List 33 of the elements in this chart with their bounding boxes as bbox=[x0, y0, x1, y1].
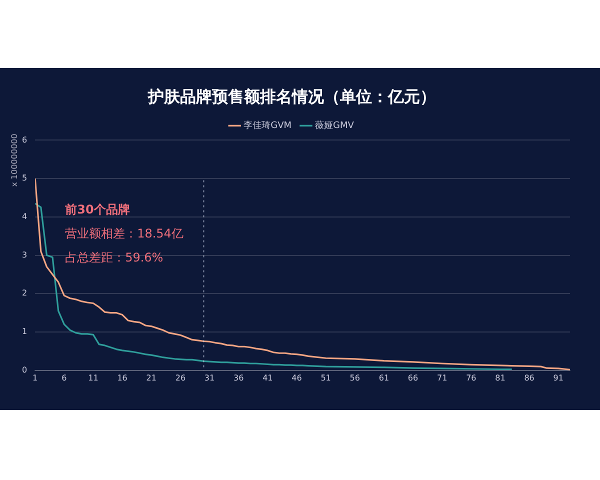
annotation: 前30个品牌 bbox=[64, 202, 130, 216]
y-tick-label: 4 bbox=[22, 212, 28, 222]
x-tick-label: 46 bbox=[292, 373, 302, 382]
chart-title: 护肤品牌预售额排名情况（单位：亿元） bbox=[147, 86, 436, 106]
y-tick-label: 3 bbox=[22, 250, 28, 260]
legend-label: 薇娅GMV bbox=[315, 120, 355, 132]
x-tick-label: 36 bbox=[233, 373, 244, 382]
x-tick-label: 11 bbox=[88, 373, 98, 382]
x-tick-label: 86 bbox=[524, 373, 534, 382]
x-tick-label: 61 bbox=[378, 373, 390, 382]
y-tick-label: 0 bbox=[22, 365, 28, 374]
y-tick-label: 1 bbox=[22, 327, 28, 336]
x-tick-label: 66 bbox=[408, 373, 418, 382]
y-tick-label: 5 bbox=[22, 174, 28, 183]
x-tick-label: 91 bbox=[553, 373, 564, 382]
x-tick-label: 41 bbox=[262, 373, 273, 382]
legend-label: 李佳琦GVM bbox=[244, 120, 292, 132]
x-tick-label: 16 bbox=[117, 373, 128, 382]
x-tick-label: 81 bbox=[495, 373, 506, 382]
annotation: 占总差距：59.6% bbox=[65, 250, 164, 264]
x-tick-label: 76 bbox=[466, 373, 476, 382]
x-tick-label: 6 bbox=[62, 373, 67, 382]
x-tick-label: 21 bbox=[146, 373, 156, 382]
y-axis-title: x 100000000 bbox=[10, 134, 20, 187]
x-tick-label: 51 bbox=[320, 373, 331, 382]
x-tick-label: 71 bbox=[436, 373, 448, 382]
x-tick-label: 26 bbox=[175, 373, 186, 382]
x-tick-label: 31 bbox=[204, 373, 215, 382]
y-tick-label: 6 bbox=[22, 135, 28, 144]
x-tick-label: 1 bbox=[32, 373, 38, 382]
x-tick-label: 56 bbox=[350, 373, 360, 382]
annotation: 营业额相差：18.54亿 bbox=[65, 226, 184, 240]
y-tick-label: 2 bbox=[22, 288, 28, 298]
